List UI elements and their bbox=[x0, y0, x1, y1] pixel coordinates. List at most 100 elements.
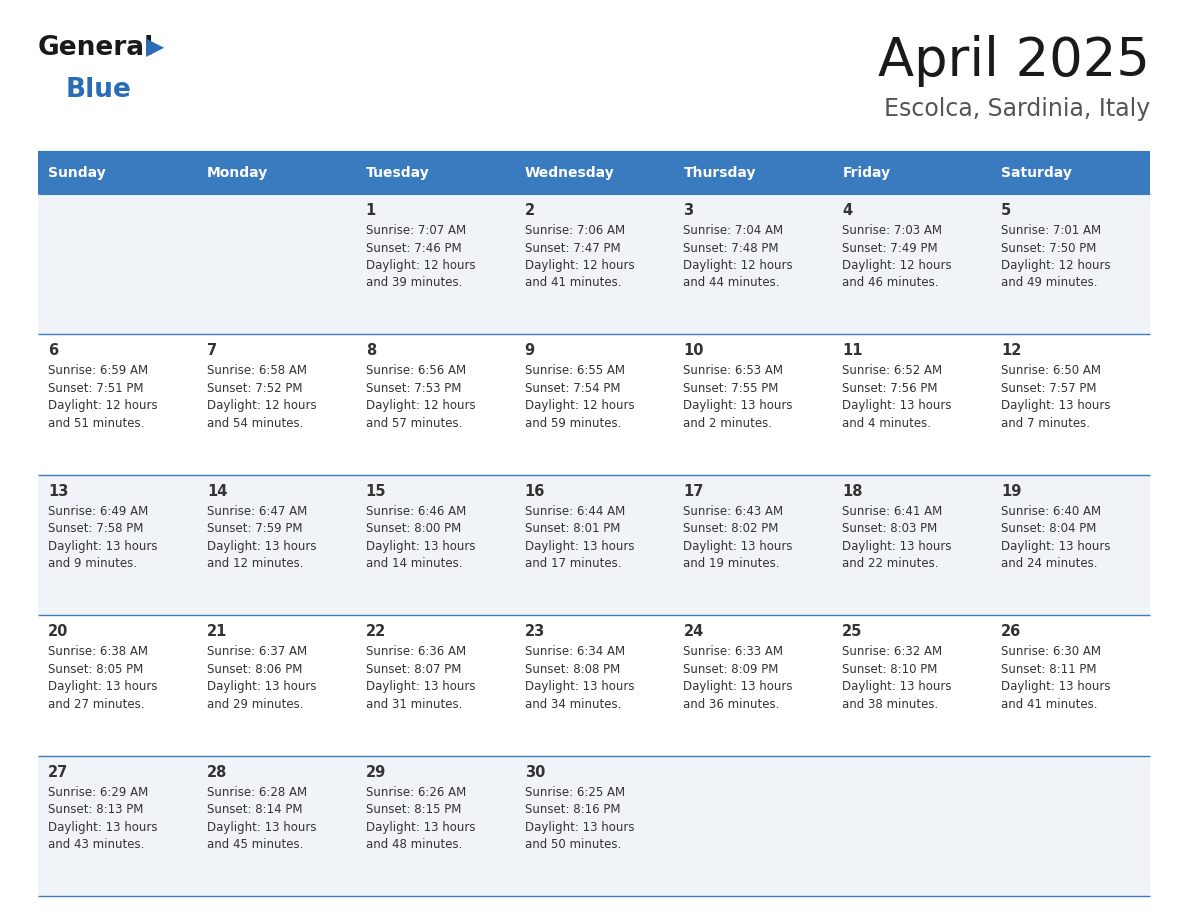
Text: Sunrise: 7:07 AM
Sunset: 7:46 PM
Daylight: 12 hours
and 39 minutes.: Sunrise: 7:07 AM Sunset: 7:46 PM Dayligh… bbox=[366, 224, 475, 289]
Text: 14: 14 bbox=[207, 484, 227, 498]
Text: ▶: ▶ bbox=[146, 35, 164, 59]
Text: 15: 15 bbox=[366, 484, 386, 498]
Bar bbox=[991, 194, 1150, 334]
Text: 11: 11 bbox=[842, 343, 862, 358]
Bar bbox=[991, 756, 1150, 896]
Text: Sunrise: 6:47 AM
Sunset: 7:59 PM
Daylight: 13 hours
and 12 minutes.: Sunrise: 6:47 AM Sunset: 7:59 PM Dayligh… bbox=[207, 505, 316, 570]
Bar bbox=[833, 615, 991, 756]
Text: 29: 29 bbox=[366, 765, 386, 779]
Text: 13: 13 bbox=[48, 484, 69, 498]
Text: 23: 23 bbox=[525, 624, 545, 639]
Bar bbox=[197, 475, 355, 615]
Text: Monday: Monday bbox=[207, 166, 268, 180]
Bar bbox=[355, 152, 514, 194]
Bar bbox=[833, 152, 991, 194]
Bar bbox=[833, 334, 991, 475]
Text: 20: 20 bbox=[48, 624, 69, 639]
Bar bbox=[514, 615, 674, 756]
Text: 16: 16 bbox=[525, 484, 545, 498]
Text: 10: 10 bbox=[683, 343, 704, 358]
Bar bbox=[514, 152, 674, 194]
Bar bbox=[674, 475, 833, 615]
Text: Tuesday: Tuesday bbox=[366, 166, 430, 180]
Text: 19: 19 bbox=[1001, 484, 1022, 498]
Text: 27: 27 bbox=[48, 765, 68, 779]
Text: 24: 24 bbox=[683, 624, 703, 639]
Text: Sunrise: 6:44 AM
Sunset: 8:01 PM
Daylight: 13 hours
and 17 minutes.: Sunrise: 6:44 AM Sunset: 8:01 PM Dayligh… bbox=[525, 505, 634, 570]
Text: Thursday: Thursday bbox=[683, 166, 756, 180]
Text: Escolca, Sardinia, Italy: Escolca, Sardinia, Italy bbox=[884, 97, 1150, 121]
Text: 7: 7 bbox=[207, 343, 217, 358]
Text: Sunrise: 7:06 AM
Sunset: 7:47 PM
Daylight: 12 hours
and 41 minutes.: Sunrise: 7:06 AM Sunset: 7:47 PM Dayligh… bbox=[525, 224, 634, 289]
Text: Sunrise: 6:40 AM
Sunset: 8:04 PM
Daylight: 13 hours
and 24 minutes.: Sunrise: 6:40 AM Sunset: 8:04 PM Dayligh… bbox=[1001, 505, 1111, 570]
Text: 4: 4 bbox=[842, 203, 853, 218]
Text: Sunrise: 6:30 AM
Sunset: 8:11 PM
Daylight: 13 hours
and 41 minutes.: Sunrise: 6:30 AM Sunset: 8:11 PM Dayligh… bbox=[1001, 645, 1111, 711]
Text: Sunrise: 6:55 AM
Sunset: 7:54 PM
Daylight: 12 hours
and 59 minutes.: Sunrise: 6:55 AM Sunset: 7:54 PM Dayligh… bbox=[525, 364, 634, 430]
Bar bbox=[38, 334, 197, 475]
Text: 22: 22 bbox=[366, 624, 386, 639]
Bar bbox=[674, 756, 833, 896]
Text: Sunrise: 6:50 AM
Sunset: 7:57 PM
Daylight: 13 hours
and 7 minutes.: Sunrise: 6:50 AM Sunset: 7:57 PM Dayligh… bbox=[1001, 364, 1111, 430]
Text: 26: 26 bbox=[1001, 624, 1022, 639]
Bar bbox=[197, 334, 355, 475]
Text: Sunrise: 6:46 AM
Sunset: 8:00 PM
Daylight: 13 hours
and 14 minutes.: Sunrise: 6:46 AM Sunset: 8:00 PM Dayligh… bbox=[366, 505, 475, 570]
Text: 21: 21 bbox=[207, 624, 227, 639]
Text: 28: 28 bbox=[207, 765, 227, 779]
Bar bbox=[197, 756, 355, 896]
Text: Sunrise: 6:26 AM
Sunset: 8:15 PM
Daylight: 13 hours
and 48 minutes.: Sunrise: 6:26 AM Sunset: 8:15 PM Dayligh… bbox=[366, 786, 475, 851]
Text: Sunrise: 6:25 AM
Sunset: 8:16 PM
Daylight: 13 hours
and 50 minutes.: Sunrise: 6:25 AM Sunset: 8:16 PM Dayligh… bbox=[525, 786, 634, 851]
Bar bbox=[355, 334, 514, 475]
Bar bbox=[355, 615, 514, 756]
Bar bbox=[197, 152, 355, 194]
Bar bbox=[991, 615, 1150, 756]
Bar bbox=[197, 615, 355, 756]
Text: Sunrise: 6:28 AM
Sunset: 8:14 PM
Daylight: 13 hours
and 45 minutes.: Sunrise: 6:28 AM Sunset: 8:14 PM Dayligh… bbox=[207, 786, 316, 851]
Text: Sunrise: 6:37 AM
Sunset: 8:06 PM
Daylight: 13 hours
and 29 minutes.: Sunrise: 6:37 AM Sunset: 8:06 PM Dayligh… bbox=[207, 645, 316, 711]
Text: Sunrise: 7:01 AM
Sunset: 7:50 PM
Daylight: 12 hours
and 49 minutes.: Sunrise: 7:01 AM Sunset: 7:50 PM Dayligh… bbox=[1001, 224, 1111, 289]
Bar bbox=[38, 475, 197, 615]
Bar bbox=[355, 475, 514, 615]
Bar bbox=[38, 615, 197, 756]
Text: 9: 9 bbox=[525, 343, 535, 358]
Text: Sunrise: 6:49 AM
Sunset: 7:58 PM
Daylight: 13 hours
and 9 minutes.: Sunrise: 6:49 AM Sunset: 7:58 PM Dayligh… bbox=[48, 505, 158, 570]
Text: Sunrise: 6:36 AM
Sunset: 8:07 PM
Daylight: 13 hours
and 31 minutes.: Sunrise: 6:36 AM Sunset: 8:07 PM Dayligh… bbox=[366, 645, 475, 711]
Text: 8: 8 bbox=[366, 343, 375, 358]
Bar bbox=[674, 334, 833, 475]
Text: 2: 2 bbox=[525, 203, 535, 218]
Bar bbox=[514, 756, 674, 896]
Text: Sunrise: 6:34 AM
Sunset: 8:08 PM
Daylight: 13 hours
and 34 minutes.: Sunrise: 6:34 AM Sunset: 8:08 PM Dayligh… bbox=[525, 645, 634, 711]
Text: 18: 18 bbox=[842, 484, 862, 498]
Text: Sunrise: 6:52 AM
Sunset: 7:56 PM
Daylight: 13 hours
and 4 minutes.: Sunrise: 6:52 AM Sunset: 7:56 PM Dayligh… bbox=[842, 364, 952, 430]
Text: 25: 25 bbox=[842, 624, 862, 639]
Text: Sunrise: 6:41 AM
Sunset: 8:03 PM
Daylight: 13 hours
and 22 minutes.: Sunrise: 6:41 AM Sunset: 8:03 PM Dayligh… bbox=[842, 505, 952, 570]
Bar bbox=[674, 194, 833, 334]
Text: Wednesday: Wednesday bbox=[525, 166, 614, 180]
Text: Sunrise: 6:33 AM
Sunset: 8:09 PM
Daylight: 13 hours
and 36 minutes.: Sunrise: 6:33 AM Sunset: 8:09 PM Dayligh… bbox=[683, 645, 792, 711]
Bar bbox=[38, 152, 197, 194]
Bar bbox=[991, 152, 1150, 194]
Text: Sunrise: 7:04 AM
Sunset: 7:48 PM
Daylight: 12 hours
and 44 minutes.: Sunrise: 7:04 AM Sunset: 7:48 PM Dayligh… bbox=[683, 224, 794, 289]
Text: Sunrise: 6:59 AM
Sunset: 7:51 PM
Daylight: 12 hours
and 51 minutes.: Sunrise: 6:59 AM Sunset: 7:51 PM Dayligh… bbox=[48, 364, 158, 430]
Text: Sunday: Sunday bbox=[48, 166, 106, 180]
Text: 17: 17 bbox=[683, 484, 703, 498]
Text: Sunrise: 6:53 AM
Sunset: 7:55 PM
Daylight: 13 hours
and 2 minutes.: Sunrise: 6:53 AM Sunset: 7:55 PM Dayligh… bbox=[683, 364, 792, 430]
Text: Blue: Blue bbox=[67, 77, 132, 103]
Bar bbox=[38, 756, 197, 896]
Text: 5: 5 bbox=[1001, 203, 1011, 218]
Bar bbox=[674, 152, 833, 194]
Bar bbox=[674, 615, 833, 756]
Text: Sunrise: 7:03 AM
Sunset: 7:49 PM
Daylight: 12 hours
and 46 minutes.: Sunrise: 7:03 AM Sunset: 7:49 PM Dayligh… bbox=[842, 224, 952, 289]
Text: Sunrise: 6:38 AM
Sunset: 8:05 PM
Daylight: 13 hours
and 27 minutes.: Sunrise: 6:38 AM Sunset: 8:05 PM Dayligh… bbox=[48, 645, 158, 711]
Text: Friday: Friday bbox=[842, 166, 891, 180]
Text: Sunrise: 6:32 AM
Sunset: 8:10 PM
Daylight: 13 hours
and 38 minutes.: Sunrise: 6:32 AM Sunset: 8:10 PM Dayligh… bbox=[842, 645, 952, 711]
Text: Sunrise: 6:43 AM
Sunset: 8:02 PM
Daylight: 13 hours
and 19 minutes.: Sunrise: 6:43 AM Sunset: 8:02 PM Dayligh… bbox=[683, 505, 792, 570]
Bar bbox=[514, 475, 674, 615]
Text: 12: 12 bbox=[1001, 343, 1022, 358]
Bar bbox=[833, 194, 991, 334]
Bar bbox=[833, 756, 991, 896]
Bar bbox=[38, 194, 197, 334]
Text: 1: 1 bbox=[366, 203, 375, 218]
Bar bbox=[991, 475, 1150, 615]
Text: 6: 6 bbox=[48, 343, 58, 358]
Bar bbox=[355, 756, 514, 896]
